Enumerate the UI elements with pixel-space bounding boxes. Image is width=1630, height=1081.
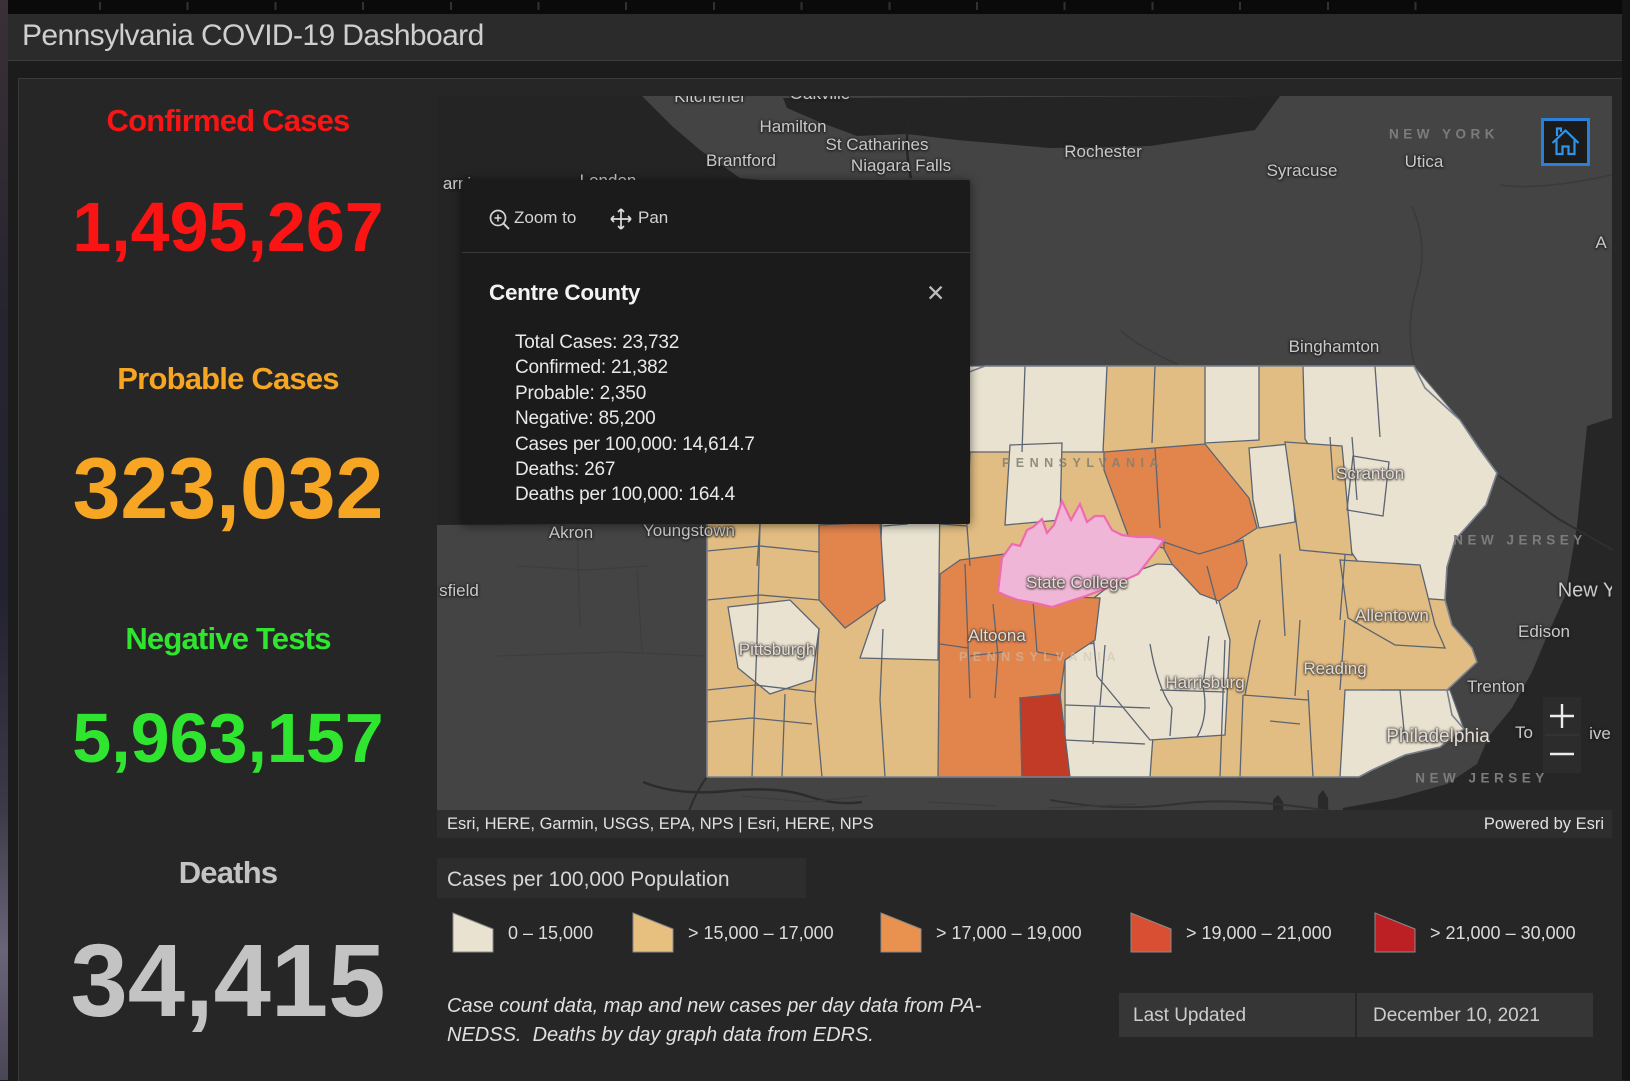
svg-text:PENNSYLVANIA: PENNSYLVANIA (959, 650, 1121, 664)
svg-text:PENNSYLVANIA: PENNSYLVANIA (1002, 456, 1164, 470)
